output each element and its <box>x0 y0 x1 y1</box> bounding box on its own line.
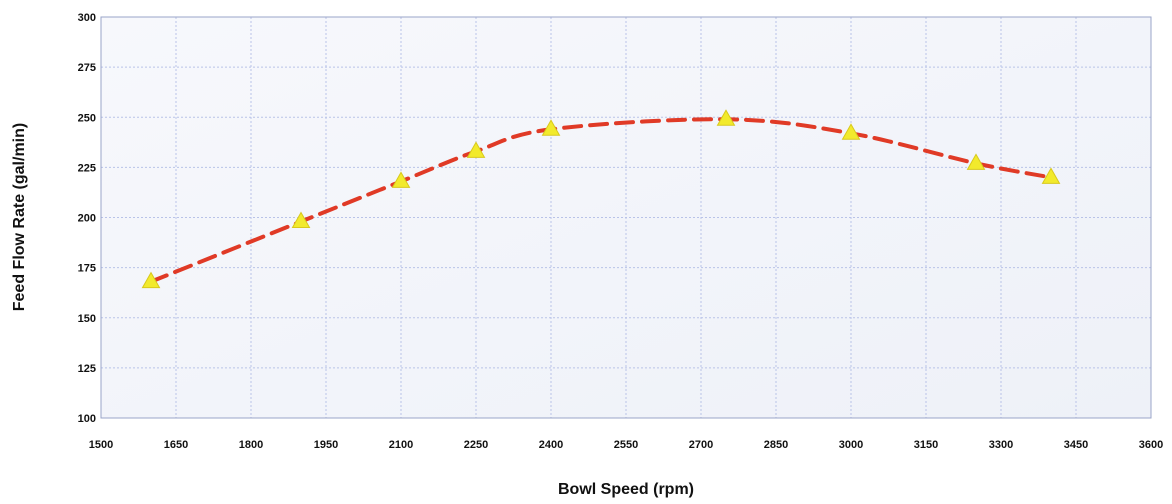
x-tick-label: 2850 <box>764 439 788 451</box>
series-line <box>149 117 1053 284</box>
y-tick-labels: 100 125 150 175 200 225 250 275 300 <box>78 12 96 425</box>
x-tick-label: 2100 <box>389 439 413 451</box>
x-tick-label: 3600 <box>1139 439 1163 451</box>
data-point-marker <box>541 119 561 136</box>
x-tick-label: 1650 <box>164 439 188 451</box>
data-point-marker <box>841 123 861 140</box>
y-tick-label: 125 <box>78 363 96 375</box>
y-tick-label: 150 <box>78 313 96 325</box>
x-tick-label: 3300 <box>989 439 1013 451</box>
x-tick-label: 1500 <box>89 439 113 451</box>
series-layer <box>141 109 1061 289</box>
x-tick-label: 2400 <box>539 439 563 451</box>
y-tick-label: 250 <box>78 112 96 124</box>
data-point-marker <box>716 109 736 126</box>
y-tick-label: 225 <box>78 162 96 174</box>
data-point-marker <box>1041 167 1061 184</box>
x-tick-label: 1950 <box>314 439 338 451</box>
y-tick-label: 275 <box>78 62 96 74</box>
x-tick-labels: 1500 1650 1800 1950 2100 2250 2400 2550 2700 2850… <box>89 439 1163 451</box>
y-tick-label: 175 <box>78 263 96 275</box>
x-tick-label: 2550 <box>614 439 638 451</box>
data-point-marker <box>466 141 486 158</box>
x-tick-label: 3000 <box>839 439 863 451</box>
y-tick-label: 300 <box>78 12 96 24</box>
plot-border <box>100 16 1152 419</box>
data-point-marker <box>291 211 311 229</box>
y-tick-label: 200 <box>78 213 96 225</box>
x-tick-label: 1800 <box>239 439 263 451</box>
data-point-marker <box>141 271 161 289</box>
data-point-marker <box>966 153 986 170</box>
x-tick-label: 2700 <box>689 439 713 451</box>
x-tick-label: 3150 <box>914 439 938 451</box>
data-point-marker <box>391 171 411 188</box>
x-tick-label: 2250 <box>464 439 488 451</box>
y-axis-title: Feed Flow Rate (gal/min) <box>11 123 28 311</box>
x-axis-title: Bowl Speed (rpm) <box>558 481 694 498</box>
y-tick-label: 100 <box>78 413 96 425</box>
x-tick-label: 3450 <box>1064 439 1088 451</box>
